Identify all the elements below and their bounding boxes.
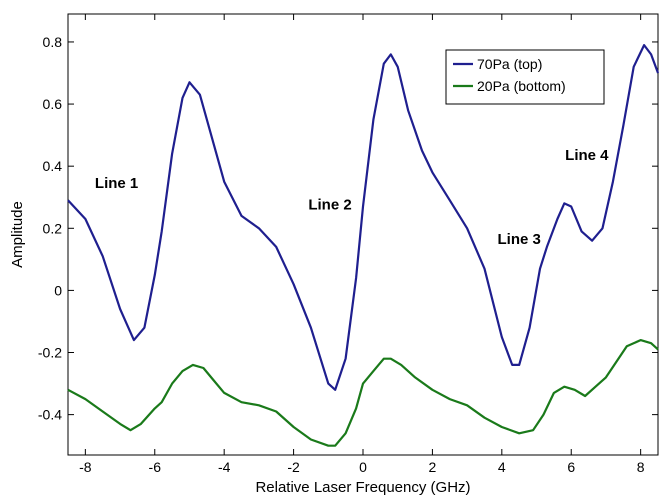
x-tick-label: 2: [429, 459, 437, 475]
x-tick-label: 6: [567, 459, 575, 475]
series-line-2: [67, 339, 659, 447]
legend-box: [445, 49, 605, 105]
x-tick-label: 0: [359, 459, 367, 475]
annotation-label: Line 1: [95, 175, 138, 192]
legend: 70Pa (top) 20Pa (bottom): [445, 49, 605, 105]
y-tick-label: 0.2: [43, 220, 63, 236]
x-tick-label: 4: [498, 459, 506, 475]
annotations: Line 1 Line 2 Line 3 Line 4: [95, 147, 609, 248]
legend-entry-label: 20Pa (bottom): [477, 78, 566, 94]
legend-entry-label: 70Pa (top): [477, 56, 542, 72]
annotation-label: Line 3: [497, 231, 540, 248]
y-axis-label: Amplitude: [9, 201, 26, 268]
x-tick-label: -8: [79, 459, 92, 475]
annotation-label: Line 4: [565, 147, 609, 164]
annotation-label: Line 2: [308, 197, 351, 214]
x-tick-label: 8: [637, 459, 645, 475]
x-tick-label: -2: [287, 459, 300, 475]
x-tick-label: -6: [149, 459, 162, 475]
y-tick-label: 0.4: [43, 158, 63, 174]
ticks-group: -8 -6 -4 -2 0 2 4 6 8 -0.4 -0.2 0 0.2 0.4 0.6 0.8: [38, 14, 658, 475]
y-tick-label: 0.8: [43, 34, 63, 50]
y-tick-label: -0.2: [38, 345, 62, 361]
series-line-1: [67, 44, 659, 391]
y-tick-label: 0.6: [43, 96, 63, 112]
x-axis-label: Relative Laser Frequency (GHz): [255, 479, 470, 496]
x-tick-label: -4: [218, 459, 231, 475]
y-tick-label: -0.4: [38, 407, 62, 423]
series-group: [67, 44, 659, 447]
y-tick-label: 0: [54, 282, 62, 298]
